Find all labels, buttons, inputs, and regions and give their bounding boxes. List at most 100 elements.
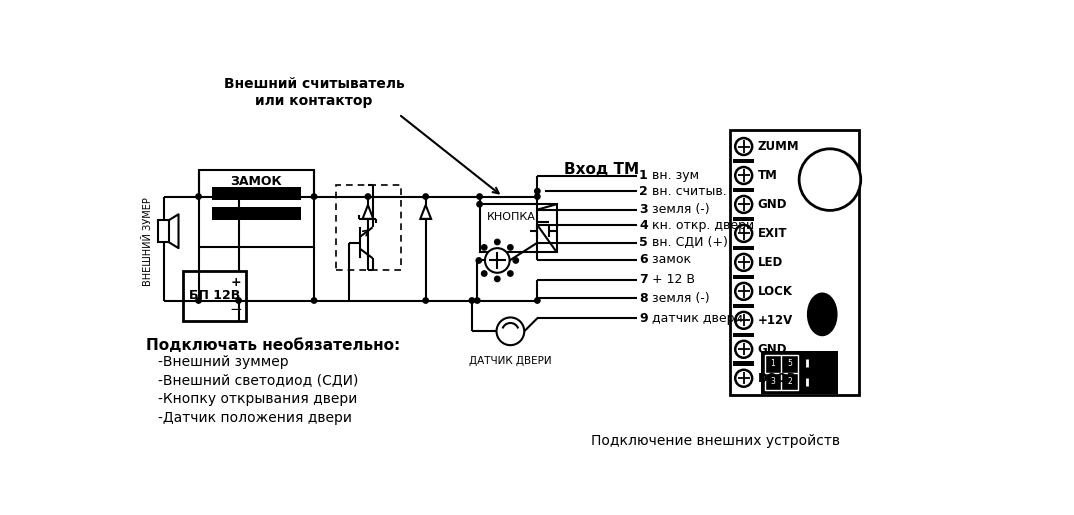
Circle shape xyxy=(535,194,540,199)
Text: 9: 9 xyxy=(639,312,648,325)
Text: LED: LED xyxy=(757,256,783,269)
Circle shape xyxy=(736,341,752,358)
Circle shape xyxy=(485,248,510,273)
Bar xyxy=(732,187,754,192)
Text: ЗАМОК: ЗАМОК xyxy=(231,176,282,188)
Bar xyxy=(732,246,754,250)
Circle shape xyxy=(736,254,752,271)
Text: 1: 1 xyxy=(639,169,648,182)
Text: 4: 4 xyxy=(755,377,760,386)
Text: -Датчик положения двери: -Датчик положения двери xyxy=(159,410,352,424)
Circle shape xyxy=(236,194,242,199)
Circle shape xyxy=(736,283,752,300)
Text: вн. считыв.: вн. считыв. xyxy=(649,185,727,198)
Text: -Внешний светодиод (СДИ): -Внешний светодиод (СДИ) xyxy=(159,373,359,388)
Text: земля (-): земля (-) xyxy=(649,291,710,305)
Text: Вход ТМ: Вход ТМ xyxy=(564,162,639,177)
Polygon shape xyxy=(363,205,374,219)
Circle shape xyxy=(477,194,482,199)
Circle shape xyxy=(236,298,242,303)
Text: земля (-): земля (-) xyxy=(649,203,710,216)
Text: +: + xyxy=(230,276,241,288)
Text: 2: 2 xyxy=(639,185,648,198)
Text: вн. зум: вн. зум xyxy=(649,169,699,182)
Circle shape xyxy=(311,194,317,199)
Bar xyxy=(802,355,812,371)
Text: 3: 3 xyxy=(770,377,775,386)
Text: 4: 4 xyxy=(639,218,648,232)
Text: Внешний считыватель
или контактор: Внешний считыватель или контактор xyxy=(223,77,405,108)
Text: Подключать необязательно:: Подключать необязательно: xyxy=(146,338,401,353)
Text: −: − xyxy=(229,302,242,317)
Text: 7: 7 xyxy=(639,273,648,286)
Circle shape xyxy=(736,196,752,213)
Text: 1: 1 xyxy=(770,359,775,368)
Text: DOOR: DOOR xyxy=(757,372,797,385)
Circle shape xyxy=(535,298,540,303)
Text: ВНЕШНИЙ ЗУМЕР: ВНЕШНИЙ ЗУМЕР xyxy=(143,197,153,286)
Circle shape xyxy=(736,167,752,184)
Circle shape xyxy=(476,258,481,263)
Text: -Внешний зуммер: -Внешний зуммер xyxy=(159,355,289,369)
Bar xyxy=(732,159,754,163)
Text: БП 12В: БП 12В xyxy=(189,289,241,302)
Circle shape xyxy=(508,245,513,250)
Bar xyxy=(732,303,754,308)
Text: -Кнопку открывания двери: -Кнопку открывания двери xyxy=(159,392,358,406)
Circle shape xyxy=(311,298,317,303)
Bar xyxy=(213,207,301,220)
Text: КНОПКА: КНОПКА xyxy=(488,212,536,222)
Circle shape xyxy=(736,312,752,329)
Circle shape xyxy=(477,201,482,207)
Circle shape xyxy=(495,276,500,282)
Circle shape xyxy=(365,194,371,199)
Text: кн. откр. двери: кн. откр. двери xyxy=(649,218,754,232)
Circle shape xyxy=(535,188,540,194)
Circle shape xyxy=(423,194,429,199)
Circle shape xyxy=(799,149,860,211)
Text: 5: 5 xyxy=(639,236,648,249)
Text: вн. СДИ (+): вн. СДИ (+) xyxy=(649,236,728,249)
Text: ZUMM: ZUMM xyxy=(757,140,799,153)
Bar xyxy=(730,130,859,395)
Circle shape xyxy=(475,298,480,303)
Bar xyxy=(335,185,401,270)
Circle shape xyxy=(195,194,201,199)
Circle shape xyxy=(481,245,487,250)
Circle shape xyxy=(481,271,487,276)
Text: 2: 2 xyxy=(787,377,793,386)
Text: 8: 8 xyxy=(639,291,648,305)
Bar xyxy=(732,362,754,366)
Text: +12V: +12V xyxy=(757,314,793,327)
Circle shape xyxy=(513,258,519,263)
Bar xyxy=(480,204,556,252)
Bar xyxy=(184,271,246,320)
Polygon shape xyxy=(420,205,431,219)
Bar xyxy=(802,374,812,390)
Text: + 12 В: + 12 В xyxy=(649,273,695,286)
Bar xyxy=(199,169,314,247)
Circle shape xyxy=(736,138,752,155)
Bar xyxy=(761,351,839,393)
Bar xyxy=(732,217,754,221)
Ellipse shape xyxy=(808,293,837,336)
Bar xyxy=(766,355,798,390)
Text: 6: 6 xyxy=(639,253,648,266)
Bar xyxy=(732,274,754,279)
Circle shape xyxy=(195,298,201,303)
Bar xyxy=(732,333,754,337)
Text: GND: GND xyxy=(757,198,787,211)
Text: EXIT: EXIT xyxy=(757,227,787,240)
Circle shape xyxy=(496,317,524,345)
Circle shape xyxy=(736,225,752,242)
Text: TM: TM xyxy=(757,169,778,182)
Text: ДАТЧИК ДВЕРИ: ДАТЧИК ДВЕРИ xyxy=(469,356,552,366)
Text: Подключение внешних устройств: Подключение внешних устройств xyxy=(591,434,840,448)
Text: 5: 5 xyxy=(787,359,793,368)
Circle shape xyxy=(736,370,752,387)
Bar xyxy=(213,187,301,200)
Circle shape xyxy=(495,239,500,245)
Text: GND: GND xyxy=(757,343,787,356)
Circle shape xyxy=(423,298,429,303)
Text: LOCK: LOCK xyxy=(757,285,793,298)
